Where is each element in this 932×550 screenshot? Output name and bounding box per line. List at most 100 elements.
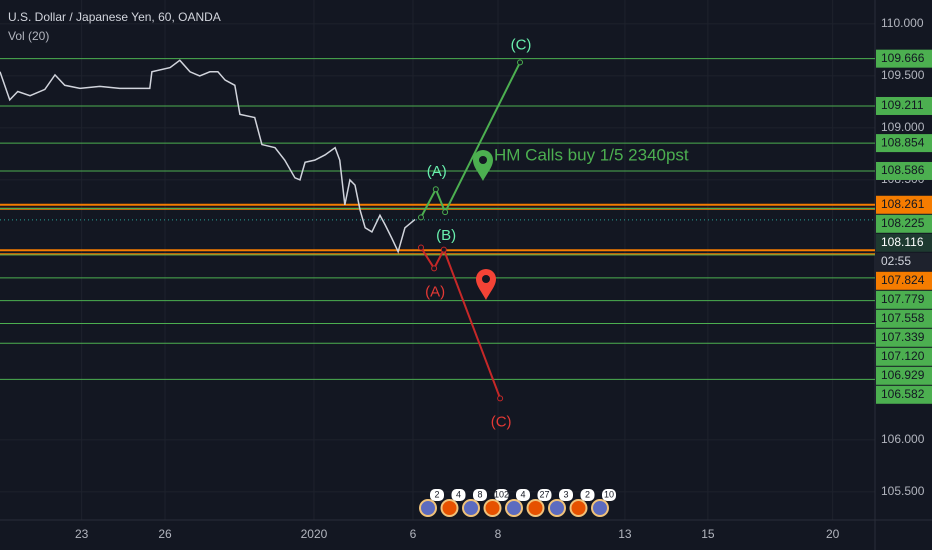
price-tag: 108.586: [876, 161, 932, 180]
event-count: 4: [456, 489, 461, 499]
wave-label: (A): [425, 283, 445, 300]
event-flag: [569, 499, 588, 517]
x-tick-label: 6: [410, 527, 417, 541]
event-count: 4: [520, 489, 525, 499]
event-count: 27: [539, 489, 549, 499]
event-flag: [591, 499, 609, 517]
event-count-bg: [451, 489, 466, 501]
y-tick-label: 106.000: [881, 432, 925, 446]
wave-point: [442, 209, 449, 216]
price-tag-label: 108.854: [881, 135, 925, 149]
wave-point: [417, 244, 424, 251]
wave-label: (C): [511, 36, 532, 53]
price-tag-label: 107.779: [881, 292, 925, 306]
pin-hole: [482, 275, 490, 283]
event-flag: [462, 499, 480, 517]
price-tag-bg: [876, 328, 932, 347]
event-count: 2: [585, 489, 590, 499]
event-badge: 102: [483, 489, 509, 517]
event-flag: [548, 499, 566, 517]
event-flag: [483, 499, 502, 517]
event-badge: 27: [526, 489, 552, 517]
price-tag-bg: [876, 271, 932, 290]
event-flag: [526, 499, 545, 517]
wave-point: [431, 265, 438, 272]
event-badge: 4: [505, 489, 530, 517]
event-badge: 2: [569, 489, 595, 517]
price-tag: 109.211: [876, 96, 932, 115]
y-tick-label: 105.500: [881, 484, 925, 498]
wave-point: [432, 186, 439, 193]
event-badge: 4: [440, 489, 466, 517]
x-tick-label: 13: [618, 527, 632, 541]
price-tag: 108.854: [876, 134, 932, 153]
event-count: 102: [494, 489, 509, 499]
price-tag-bg: [876, 366, 932, 385]
event-count-bg: [430, 489, 444, 501]
price-tag-label: 108.225: [881, 216, 925, 230]
event-count-bg: [473, 489, 487, 501]
event-count: 10: [604, 489, 614, 499]
price-tag: 107.824: [876, 271, 932, 290]
pin-shape: [473, 150, 493, 181]
price-tag-label: 108.261: [881, 197, 925, 211]
wave-label: (C): [491, 413, 512, 430]
pin-icon: [473, 150, 493, 181]
price-tag-bg: [876, 195, 932, 214]
price-tag-bg: [876, 347, 932, 366]
price-tag-bg: [876, 290, 932, 309]
event-count-bg: [559, 489, 573, 501]
wave-path: [420, 246, 502, 399]
wave-point: [497, 395, 504, 402]
price-tag-bg: [876, 49, 932, 68]
event-flag: [419, 499, 437, 517]
price-tag-bg: [876, 385, 932, 404]
event-count-bg: [494, 489, 509, 501]
event-count-bg: [580, 489, 595, 501]
price-tag-label: 02:55: [881, 254, 911, 268]
wave-label: (B): [436, 227, 456, 244]
x-tick-label: 20: [826, 527, 840, 541]
price-tag-label: 108.586: [881, 163, 925, 177]
event-count-bg: [602, 489, 616, 501]
price-tag: 02:55: [876, 252, 932, 271]
event-badge: 3: [548, 489, 573, 517]
wave-point: [417, 214, 424, 221]
event-badge: 8: [462, 489, 487, 517]
y-tick-label: 109.500: [881, 68, 925, 82]
price-tag-label: 106.929: [881, 368, 925, 382]
x-tick-label: 23: [75, 527, 89, 541]
price-tag-bg: [876, 134, 932, 153]
pin-icon: [476, 269, 496, 300]
pin-shape: [476, 269, 496, 300]
y-tick-label: 109.000: [881, 120, 925, 134]
price-tag-label: 109.666: [881, 51, 925, 65]
price-tag-label: 109.211: [881, 98, 924, 112]
event-count: 8: [477, 489, 482, 499]
x-tick-label: 8: [495, 527, 502, 541]
price-tag: 108.261: [876, 195, 932, 214]
pin-hole: [479, 156, 487, 164]
event-count: 2: [434, 489, 439, 499]
price-tag: 108.225: [876, 214, 932, 233]
price-tag: 107.779: [876, 290, 932, 309]
price-line: [0, 59, 416, 254]
price-tag: 107.339: [876, 328, 932, 347]
price-tag-bg: [876, 233, 932, 252]
indicator-label: Vol (20): [8, 29, 49, 43]
price-tag-label: 108.116: [881, 235, 924, 249]
price-tag-label: 107.824: [881, 273, 925, 287]
x-tick-label: 2020: [301, 527, 328, 541]
price-tag: 106.582: [876, 385, 932, 404]
y-tick-label: 110.000: [881, 16, 924, 30]
price-tag-label: 107.558: [881, 311, 925, 325]
price-tag-bg: [876, 96, 932, 115]
price-tag: 108.116: [876, 233, 932, 252]
wave-path: [420, 61, 521, 218]
price-tag: 106.929: [876, 366, 932, 385]
event-count: 3: [563, 489, 568, 499]
event-badge: 10: [591, 489, 616, 517]
event-count-bg: [516, 489, 530, 501]
